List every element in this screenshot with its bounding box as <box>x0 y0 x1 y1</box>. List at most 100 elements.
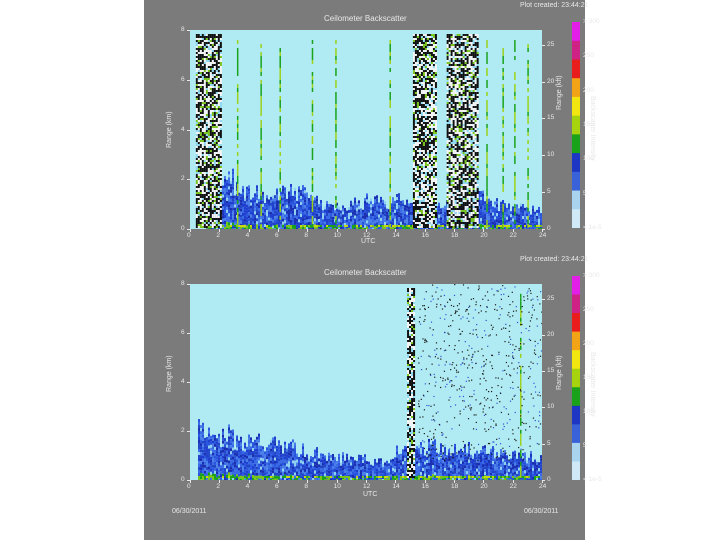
cloud-streak-cell <box>260 111 262 116</box>
precip-cell <box>446 176 449 178</box>
precip-cell <box>201 78 204 80</box>
precip-cell <box>416 166 419 168</box>
boundary-layer-cell <box>226 206 228 210</box>
precip-cell <box>448 190 451 192</box>
precip-cell <box>428 176 431 178</box>
precip-cell <box>448 66 451 68</box>
boundary-layer-cell <box>364 206 366 210</box>
precip-cell <box>450 198 453 200</box>
precip-cell <box>424 156 427 158</box>
boundary-layer-cell <box>402 209 404 213</box>
precip-cell <box>418 90 421 92</box>
precip-cell <box>428 104 431 106</box>
boundary-layer-cell <box>368 200 370 204</box>
precip-cell <box>446 130 449 132</box>
boundary-layer-cell <box>400 206 402 210</box>
precip-cell <box>414 112 417 114</box>
cloud-streak-cell <box>502 59 504 64</box>
cloud-streak-cell <box>236 207 239 212</box>
boundary-layer-cell <box>232 222 234 226</box>
boundary-layer-cell <box>250 199 252 203</box>
boundary-layer-cell <box>384 213 386 217</box>
precip-cell <box>203 142 206 144</box>
cloud-streak-cell <box>260 43 262 48</box>
precip-cell <box>446 200 449 202</box>
precip-cell <box>434 76 437 78</box>
precip-cell <box>450 220 453 222</box>
precip-cell <box>414 76 417 78</box>
boundary-layer-cell <box>310 227 312 229</box>
cloud-streak-cell <box>260 147 262 152</box>
precip-cell <box>426 86 429 88</box>
precip-cell <box>201 186 204 188</box>
boundary-layer-cell <box>262 191 264 195</box>
precip-cell <box>213 96 216 98</box>
precip-cell <box>446 198 449 200</box>
precip-cell <box>207 190 210 192</box>
precip-cell <box>432 104 435 106</box>
precip-cell <box>430 172 433 174</box>
precip-cell <box>450 90 453 92</box>
precip-cell <box>211 216 214 218</box>
boundary-layer-cell <box>396 209 398 213</box>
precip-cell <box>448 102 451 104</box>
precip-cell <box>434 222 437 224</box>
precip-cell <box>450 34 453 36</box>
precip-cell <box>446 40 449 42</box>
cloud-streak-cell <box>389 91 391 96</box>
precip-cell <box>203 136 206 138</box>
precip-cell <box>207 114 210 116</box>
boundary-layer-cell <box>206 228 208 229</box>
precip-cell <box>418 60 421 62</box>
precip-cell <box>432 128 435 130</box>
precip-cell <box>434 90 437 92</box>
precip-cell <box>197 108 200 110</box>
precip-cell <box>422 146 425 148</box>
precip-cell <box>412 130 415 132</box>
precip-cell <box>422 182 425 184</box>
cloud-streak-cell <box>486 91 488 96</box>
precip-cell <box>426 208 429 210</box>
precip-cell <box>432 44 435 46</box>
precip-cell <box>422 42 425 44</box>
cloud-streak-cell <box>389 187 391 192</box>
precip-cell <box>207 122 210 124</box>
boundary-layer-cell <box>528 211 530 215</box>
precip-cell <box>207 154 210 156</box>
cloud-streak-cell <box>279 179 281 184</box>
precip-cell <box>205 70 208 72</box>
precip-cell <box>412 80 415 82</box>
precip-cell <box>424 180 427 182</box>
precip-cell <box>197 38 200 40</box>
precip-cell <box>217 204 220 206</box>
precip-cell <box>195 146 198 148</box>
surface-return-cell <box>382 225 384 227</box>
boundary-layer-cell <box>224 208 226 212</box>
precip-cell <box>430 86 433 88</box>
precip-cell <box>448 222 451 224</box>
boundary-layer-cell <box>234 195 236 199</box>
boundary-layer-cell <box>360 217 362 221</box>
cloud-streak-cell <box>335 159 337 164</box>
boundary-layer-cell <box>368 215 370 219</box>
boundary-layer-cell <box>256 215 258 219</box>
boundary-layer-cell <box>372 219 374 223</box>
boundary-layer-cell <box>496 228 498 229</box>
boundary-layer-cell <box>280 215 282 219</box>
precip-cell <box>213 216 216 218</box>
cloud-streak-cell <box>236 115 239 120</box>
precip-cell <box>418 44 421 46</box>
boundary-layer-cell <box>402 218 404 222</box>
precip-cell <box>213 188 216 190</box>
precip-cell <box>195 68 198 70</box>
precip-cell <box>422 178 425 180</box>
precip-cell <box>215 198 218 200</box>
boundary-layer-cell <box>532 208 534 212</box>
precip-cell <box>217 38 220 40</box>
precip-cell <box>217 126 220 128</box>
boundary-layer-cell <box>372 213 374 217</box>
boundary-layer-cell <box>378 211 380 215</box>
boundary-layer-cell <box>394 212 396 216</box>
precip-cell <box>199 56 202 58</box>
precip-cell <box>201 206 204 208</box>
